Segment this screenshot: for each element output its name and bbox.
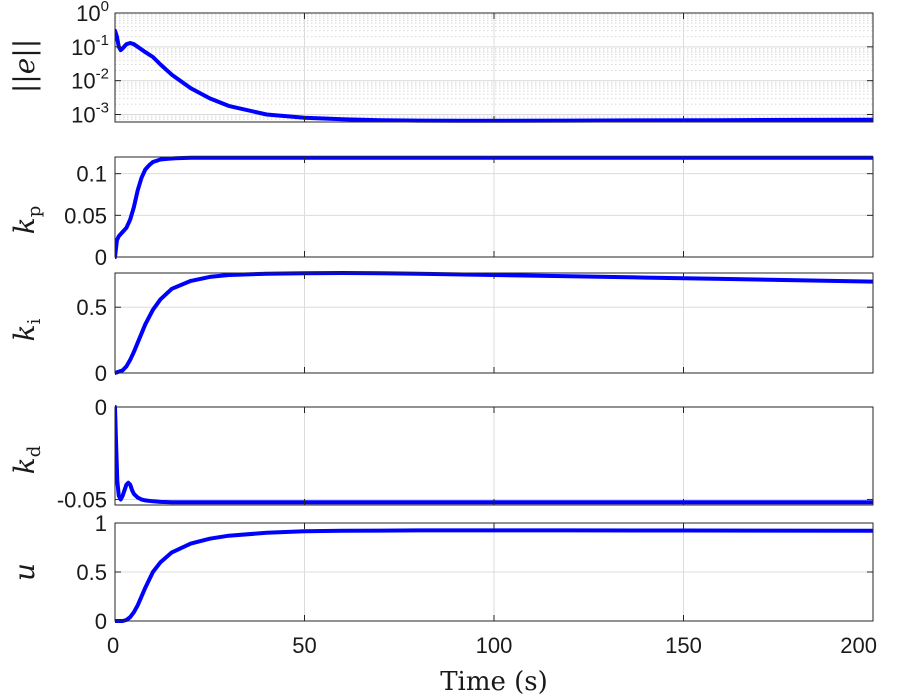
panel-3: 0 0.5 ki xyxy=(8,271,874,386)
y-tick-label: 0 xyxy=(95,609,107,634)
x-tick-label: 100 xyxy=(476,633,513,658)
data-series-line xyxy=(115,155,873,259)
y-tick-label: 0.1 xyxy=(76,162,107,187)
x-axis-label: Time (s) xyxy=(440,667,548,695)
y-tick-label: 0.5 xyxy=(76,560,107,585)
y-tick-label: 100 xyxy=(76,0,109,26)
data-series-line xyxy=(115,271,873,375)
y-tick-label: 10-2 xyxy=(71,66,109,94)
y-tick-label: 0 xyxy=(95,245,107,270)
x-tick-label: 0 xyxy=(107,633,119,658)
panel-1: 100 10-1 10-2 10-3 ||e|| xyxy=(8,0,874,127)
x-tick-label: 50 xyxy=(292,633,316,658)
y-axis-label: kp xyxy=(8,206,45,235)
y-tick-label: 0.05 xyxy=(64,203,107,228)
y-tick-label: 0 xyxy=(95,361,107,386)
data-series-line xyxy=(115,528,873,623)
y-axis-label: ||e|| xyxy=(8,39,41,93)
panel-2: 0 0.05 0.1 kp xyxy=(8,155,874,270)
y-tick-label: 10-1 xyxy=(71,32,109,60)
y-tick-label: 0 xyxy=(95,395,107,420)
y-axis-label: u xyxy=(8,563,41,581)
data-series-line xyxy=(115,28,873,123)
panel-5: 0 0.5 1 u xyxy=(8,511,874,634)
y-tick-label: 1 xyxy=(95,511,107,536)
y-tick-label: 0.5 xyxy=(76,295,107,320)
panel-4: 0 -0.05 kd xyxy=(8,395,874,512)
y-axis-label: ki xyxy=(8,318,45,341)
y-tick-label: -0.05 xyxy=(57,487,107,512)
y-tick-label: 10-3 xyxy=(71,99,109,127)
data-series-line xyxy=(115,405,873,505)
x-tick-label: 200 xyxy=(840,633,877,658)
x-axis: 0 50 100 150 200 Time (s) xyxy=(107,633,877,695)
x-tick-label: 150 xyxy=(665,633,702,658)
y-axis-label: kd xyxy=(8,446,45,475)
